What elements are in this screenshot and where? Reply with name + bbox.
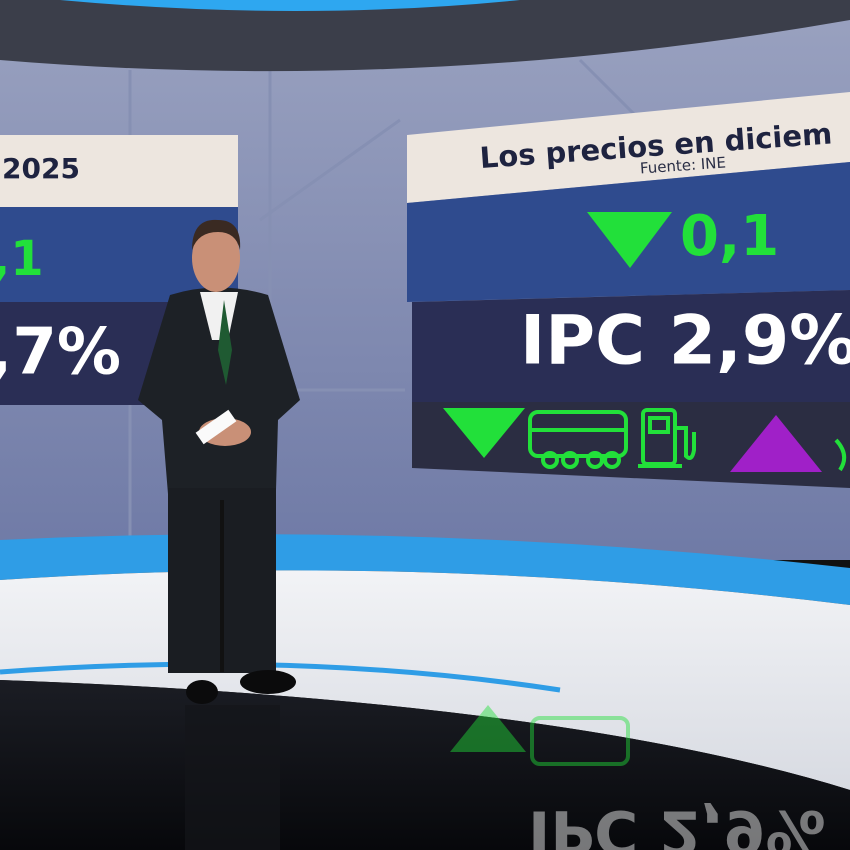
- ceiling-arc: [0, 0, 850, 72]
- screen-header: [0, 135, 238, 207]
- presenter-reflection: [185, 705, 280, 850]
- shoe: [240, 670, 296, 694]
- screen-panel: [412, 290, 850, 402]
- shirt: [200, 292, 238, 340]
- floor-reflection: IPC 2,9%: [450, 705, 826, 850]
- ceiling-light: [60, 0, 520, 11]
- fuel-pump-icon: [638, 408, 696, 468]
- change-value: 0,1: [680, 204, 779, 269]
- reflected-bus: [530, 716, 630, 766]
- down-arrow: [587, 212, 672, 268]
- screen-source: Fuente: INE: [639, 154, 726, 178]
- tie: [218, 300, 232, 385]
- right-screen: Los precios en diciem Fuente: INE 0,1 IP…: [407, 92, 850, 488]
- left-screen: 2025 ,1 ,7%: [0, 135, 238, 405]
- rate-value: ,7%: [0, 316, 121, 390]
- rate-value: IPC 2,9%: [520, 302, 850, 381]
- suit-jacket: [138, 287, 300, 494]
- bus-icon: [528, 410, 628, 469]
- partial-icon: [834, 438, 847, 472]
- face: [192, 224, 240, 292]
- screen-title: 2025: [2, 152, 80, 185]
- shoe: [186, 680, 218, 704]
- presenter: [138, 219, 300, 850]
- floor-edge-light: [0, 661, 561, 693]
- change-value: ,1: [0, 231, 44, 287]
- reflected-arrow: [450, 705, 526, 752]
- reflected-rate: IPC 2,9%: [528, 796, 826, 850]
- up-arrow: [730, 415, 822, 472]
- screen-header: [407, 92, 850, 203]
- down-arrow: [443, 408, 525, 458]
- notes: [195, 409, 237, 445]
- hair: [192, 219, 241, 250]
